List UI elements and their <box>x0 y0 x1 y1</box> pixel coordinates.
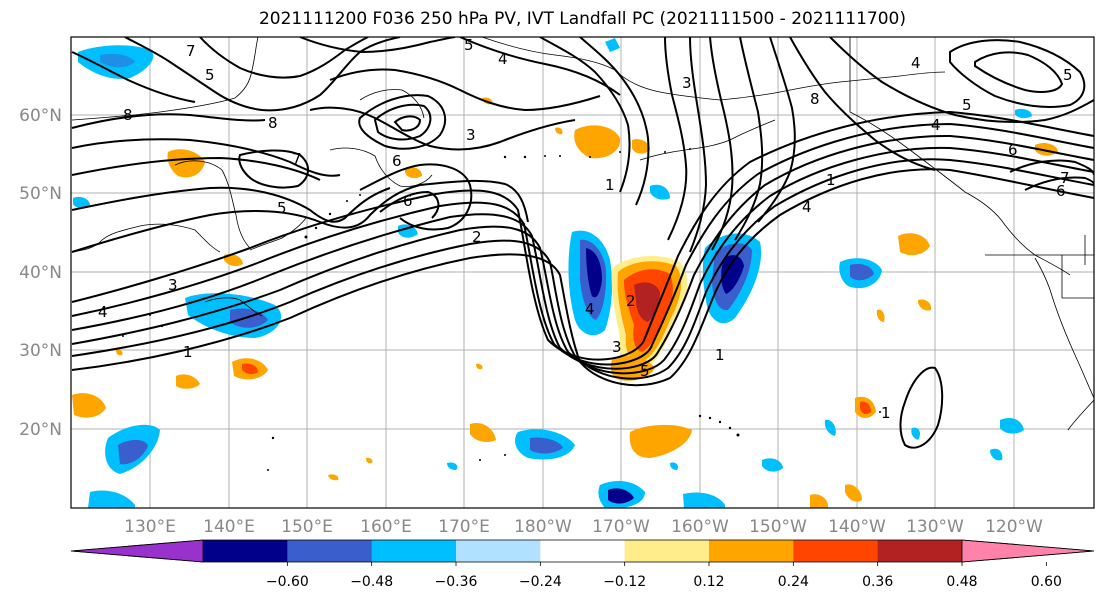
contour-label: 1 <box>605 176 615 194</box>
contour-label: 4 <box>931 116 941 134</box>
latitude-label: 60°N <box>19 106 62 126</box>
contour-label: 2 <box>626 292 636 310</box>
longitude-label: 130°E <box>124 517 176 537</box>
negative-anomaly-shading <box>73 38 1032 508</box>
colorbar-outline <box>70 539 1095 563</box>
longitude-label: 130°W <box>906 517 964 537</box>
longitude-label: 150°W <box>749 517 807 537</box>
colorbar-tick-label: −0.24 <box>519 574 562 590</box>
colorbar-segment <box>793 540 879 562</box>
longitude-label: 170°E <box>438 517 490 537</box>
pv-contours <box>71 37 1094 449</box>
colorbar-segment <box>287 540 373 562</box>
colorbar-segment <box>203 540 288 562</box>
ivt-pc-shading <box>72 38 1058 508</box>
map-frame <box>70 36 1095 509</box>
contour-label: 5 <box>464 36 474 54</box>
contour-label: 4 <box>585 300 595 318</box>
contour-label: 5 <box>205 66 215 84</box>
contour-label: 1 <box>826 171 836 189</box>
contour-label: 1 <box>715 346 725 364</box>
contour-label: 8 <box>123 106 133 124</box>
latitude-label: 50°N <box>19 184 62 204</box>
latitude-labels: 60°N 50°N 40°N 30°N 20°N <box>19 106 62 440</box>
contour-label: 3 <box>612 338 622 356</box>
contour-label: 6 <box>1008 141 1018 159</box>
contour-label: 5 <box>962 96 972 114</box>
contour-label: 5 <box>640 362 650 380</box>
colorbar-tick-label: 0.48 <box>946 574 977 590</box>
contour-label: 2 <box>472 228 482 246</box>
longitude-label: 160°W <box>671 517 729 537</box>
colorbar-tick-label: 0.60 <box>1031 574 1062 590</box>
colorbar-segment <box>540 540 626 562</box>
contour-label: 7 <box>292 150 302 168</box>
islands <box>122 148 881 471</box>
colorbar-segment <box>877 540 963 562</box>
contour-label: 1 <box>183 343 193 361</box>
colorbar-tick-label: 0.12 <box>693 574 724 590</box>
contour-label: 4 <box>98 303 108 321</box>
contour-label: 1 <box>881 404 891 422</box>
contour-label: 3 <box>682 74 692 92</box>
colorbar-segment <box>456 540 541 562</box>
colorbar <box>70 539 1095 566</box>
longitude-labels: 130°E 140°E 150°E 160°E 170°E 180°W 170°W 160°W… <box>124 517 1043 537</box>
colorbar-tick-labels: −0.60 −0.48 −0.36 −0.24 −0.12 0.12 0.24 0.36 0.4… <box>266 574 1062 590</box>
contour-label: 7 <box>186 42 196 60</box>
longitude-label: 120°W <box>985 517 1043 537</box>
colorbar-extend-low <box>70 539 204 563</box>
latitude-label: 40°N <box>19 263 62 283</box>
positive-anomaly-shading <box>72 97 1058 508</box>
contour-label: 4 <box>802 198 812 216</box>
contour-label: 4 <box>911 54 921 72</box>
colorbar-extend-high <box>961 539 1095 563</box>
contour-label: 7 <box>1060 169 1070 187</box>
contour-label: 6 <box>403 192 413 210</box>
contour-label: 3 <box>168 276 178 294</box>
contour-label: 6 <box>1056 182 1066 200</box>
colorbar-tick-label: −0.12 <box>603 574 646 590</box>
contour-label: 8 <box>810 90 820 108</box>
contour-label: 3 <box>466 126 476 144</box>
contour-label: 4 <box>498 50 508 68</box>
longitude-label: 180°W <box>514 517 572 537</box>
contour-label: 5 <box>1063 66 1073 84</box>
longitude-label: 150°E <box>281 517 333 537</box>
colorbar-tick-label: −0.48 <box>350 574 393 590</box>
latitude-label: 30°N <box>19 341 62 361</box>
figure-title: 2021111200 F036 250 hPa PV, IVT Landfall… <box>258 9 906 29</box>
latitude-label: 20°N <box>19 420 62 440</box>
colorbar-segment <box>624 540 710 562</box>
colorbar-tick-label: 0.36 <box>862 574 893 590</box>
longitude-label: 160°E <box>360 517 412 537</box>
longitude-label: 170°W <box>592 517 650 537</box>
contour-label: 6 <box>392 152 402 170</box>
colorbar-tick-label: 0.24 <box>778 574 809 590</box>
colorbar-tick-label: −0.60 <box>266 574 309 590</box>
colorbar-segment <box>709 540 794 562</box>
colorbar-segment <box>371 540 457 562</box>
contour-label: 5 <box>277 199 287 217</box>
contour-label: 8 <box>268 114 278 132</box>
longitude-label: 140°W <box>828 517 886 537</box>
longitude-label: 140°E <box>203 517 255 537</box>
colorbar-tick-label: −0.36 <box>435 574 478 590</box>
contour-labels: 5 4 5 7 8 8 7 6 5 3 4 1 6 3 2 3 8 1 5 4 … <box>98 36 1073 422</box>
